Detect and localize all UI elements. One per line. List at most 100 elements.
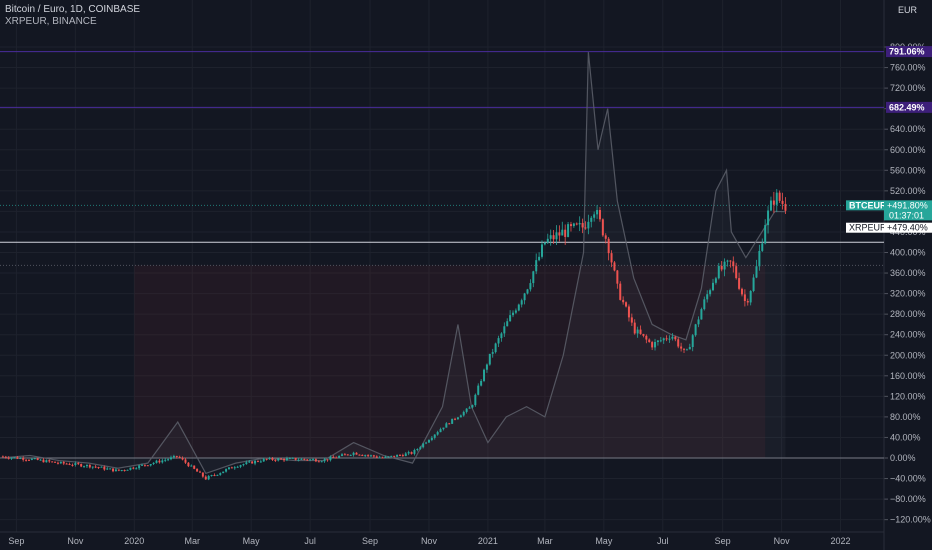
btc-candle-body bbox=[607, 238, 610, 254]
btc-candle-body bbox=[265, 458, 268, 460]
btc-candle-body bbox=[71, 464, 74, 466]
btc-candle-body bbox=[338, 455, 341, 458]
btc-candle-body bbox=[219, 473, 222, 475]
btc-candle-body bbox=[778, 192, 781, 201]
btc-candle-body bbox=[16, 457, 19, 459]
btc-candle-body bbox=[201, 472, 204, 477]
btc-candle-body bbox=[222, 471, 225, 474]
btc-candle-body bbox=[784, 203, 787, 211]
btc-candle-body bbox=[433, 434, 436, 438]
price-tick-label: 80.00% bbox=[890, 412, 921, 422]
btc-candle-body bbox=[149, 464, 152, 466]
btc-candle-body bbox=[654, 341, 657, 348]
btc-candle-body bbox=[468, 407, 471, 409]
btc-candle-body bbox=[436, 432, 439, 435]
btc-candle-body bbox=[503, 326, 506, 334]
btc-candle-body bbox=[277, 458, 280, 461]
btc-price-badge-value: +491.80% bbox=[887, 200, 928, 210]
price-tick-label: 400.00% bbox=[890, 248, 926, 258]
price-tick-label: 720.00% bbox=[890, 83, 926, 93]
btc-candle-body bbox=[141, 464, 144, 466]
btc-candle-body bbox=[419, 447, 422, 449]
btc-candle-body bbox=[616, 270, 619, 284]
btc-candle-body bbox=[604, 235, 607, 239]
btc-candle-body bbox=[711, 282, 714, 291]
btc-candle-body bbox=[146, 465, 149, 467]
btc-candle-body bbox=[361, 454, 364, 456]
btc-candle-body bbox=[732, 261, 735, 267]
btc-candle-body bbox=[172, 455, 175, 458]
btc-candle-body bbox=[367, 455, 370, 457]
btc-candle-body bbox=[51, 461, 54, 463]
chart-legend: Bitcoin / Euro, 1D, COINBASE XRPEUR, BIN… bbox=[5, 4, 140, 28]
btc-candle-body bbox=[103, 466, 106, 470]
btc-candle-body bbox=[378, 457, 381, 459]
btc-candle-body bbox=[375, 456, 378, 458]
btc-candle-body bbox=[462, 411, 465, 416]
price-tick-label: 600.00% bbox=[890, 145, 926, 155]
btc-candle-body bbox=[448, 423, 451, 425]
btc-candle-body bbox=[114, 469, 117, 472]
main-symbol-label: Bitcoin / Euro, 1D, COINBASE bbox=[5, 4, 141, 15]
btc-candle-body bbox=[42, 459, 45, 463]
btc-candle-body bbox=[601, 219, 604, 236]
btc-candle-body bbox=[227, 467, 230, 470]
btc-candle-body bbox=[543, 242, 546, 245]
btc-candle-body bbox=[210, 475, 213, 477]
btc-candle-body bbox=[427, 440, 430, 443]
btc-candle-body bbox=[656, 340, 659, 342]
btc-candle-body bbox=[700, 309, 703, 320]
btc-candle-body bbox=[674, 336, 677, 340]
btc-candle-body bbox=[625, 302, 628, 307]
btc-candle-body bbox=[297, 459, 300, 461]
btc-candle-body bbox=[477, 385, 480, 395]
btc-candle-body bbox=[384, 456, 387, 458]
time-tick-label: 2022 bbox=[831, 536, 851, 546]
btc-candle-body bbox=[390, 455, 393, 457]
time-tick-label: Jul bbox=[657, 536, 669, 546]
btc-candle-body bbox=[677, 339, 680, 347]
btc-candle-body bbox=[120, 470, 123, 472]
time-tick-label: Mar bbox=[537, 536, 553, 546]
btc-candle-body bbox=[456, 417, 459, 420]
time-tick-label: Sep bbox=[8, 536, 24, 546]
btc-candle-body bbox=[506, 321, 509, 327]
btc-candle-body bbox=[309, 459, 312, 461]
btc-candle-body bbox=[752, 277, 755, 292]
btc-candle-body bbox=[387, 456, 390, 458]
xrp-price-badge-value: +479.40% bbox=[887, 223, 928, 233]
btc-candle-body bbox=[196, 468, 199, 472]
btc-candle-body bbox=[459, 415, 462, 418]
btc-candle-body bbox=[483, 369, 486, 381]
btc-candle-body bbox=[407, 452, 410, 454]
btc-candle-body bbox=[593, 214, 596, 218]
btc-candle-body bbox=[259, 461, 262, 463]
btc-candle-body bbox=[535, 260, 538, 272]
btc-candle-body bbox=[709, 290, 712, 295]
alert-mid-badge bbox=[886, 101, 932, 113]
btc-candle-body bbox=[381, 457, 384, 459]
btc-candle-body bbox=[494, 343, 497, 353]
btc-candle-body bbox=[68, 463, 71, 465]
btc-candle-body bbox=[546, 238, 549, 243]
btc-candle-body bbox=[694, 324, 697, 336]
btc-candle-body bbox=[645, 335, 648, 340]
currency-label[interactable]: EUR bbox=[898, 5, 918, 15]
btc-candle-body bbox=[355, 452, 358, 455]
btc-candle-body bbox=[369, 455, 372, 457]
btc-candle-body bbox=[659, 340, 662, 342]
btc-candle-body bbox=[358, 454, 361, 456]
btc-candle-body bbox=[613, 262, 616, 271]
price-tick-label: 320.00% bbox=[890, 289, 926, 299]
btc-candle-body bbox=[312, 459, 315, 461]
btc-candle-body bbox=[314, 459, 317, 462]
btc-candle-body bbox=[138, 465, 141, 469]
btc-candle-body bbox=[685, 349, 688, 351]
price-tick-label: 280.00% bbox=[890, 309, 926, 319]
btc-candle-body bbox=[85, 464, 88, 467]
btc-candle-body bbox=[393, 455, 396, 457]
btc-candle-body bbox=[100, 466, 103, 468]
btc-candle-body bbox=[274, 459, 277, 461]
xrp-symbol-tag bbox=[846, 222, 884, 233]
